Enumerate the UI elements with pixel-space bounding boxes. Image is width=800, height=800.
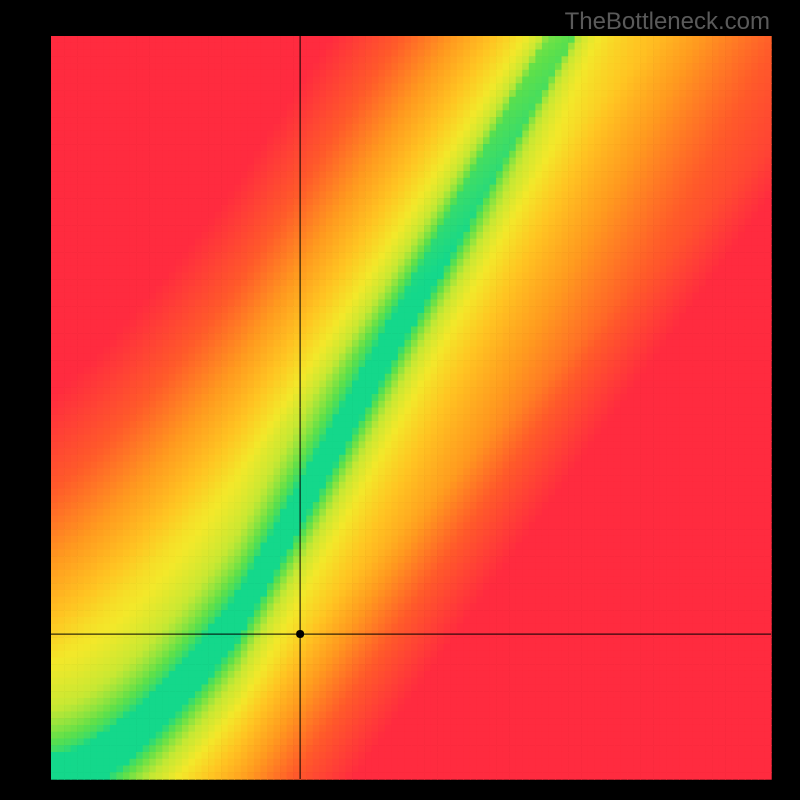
bottleneck-heatmap xyxy=(0,0,800,800)
watermark-text: TheBottleneck.com xyxy=(565,8,770,36)
chart-container: { "watermark": { "text": "TheBottleneck.… xyxy=(0,0,800,800)
